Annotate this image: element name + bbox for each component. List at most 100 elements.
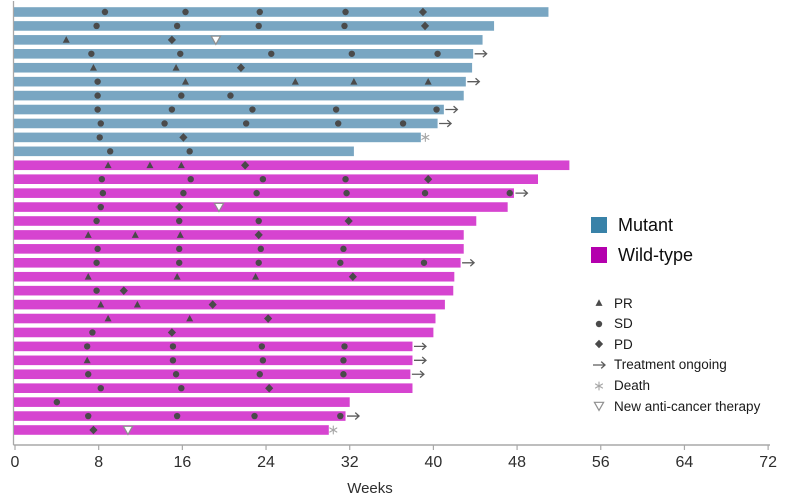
sd-circle-icon (340, 245, 347, 253)
sd-circle-icon (337, 259, 344, 266)
sd-circle-icon (173, 412, 181, 420)
swimmer-bar-wildtype-23 (14, 313, 436, 324)
pd-diamond-icon (208, 300, 217, 309)
x-axis-tick-label: 32 (341, 454, 359, 471)
pr-triangle-icon (177, 161, 185, 169)
swimmer-bar-mutant-11 (14, 146, 354, 157)
death-legend-icon (594, 381, 604, 391)
treatment-ongoing-arrow-icon (413, 356, 427, 365)
sd-circle-icon (176, 245, 183, 253)
x-axis-tick-label: 8 (94, 454, 103, 471)
marker-legend-item-sd: SD (585, 314, 790, 335)
sd-circle-icon (434, 50, 441, 57)
sd-circle-icon (506, 189, 513, 197)
sd-circle-icon (180, 189, 187, 197)
legend-item-mutant: Mutant (585, 210, 790, 240)
pr-triangle-icon (97, 300, 105, 308)
pr-triangle-icon (350, 77, 358, 85)
group-legend: Mutant Wild-type (585, 210, 790, 270)
sd-circle-icon (89, 329, 96, 336)
pr-triangle-icon (89, 64, 97, 71)
swimmer-bar-mutant-6 (14, 76, 466, 87)
pd-diamond-icon (167, 35, 176, 45)
sd-circle-icon (249, 106, 256, 113)
sd-circle-icon (421, 189, 429, 197)
swimmer-bar-wildtype-28 (14, 383, 413, 393)
sd-circle-icon (342, 8, 349, 16)
treatment-ongoing-arrow-icon (593, 361, 606, 369)
pd-diamond-icon (89, 425, 98, 435)
x-axis-tick-label: 40 (425, 454, 443, 471)
sd-circle-icon (97, 384, 104, 392)
x-axis-tick-label: 16 (173, 454, 191, 471)
sd-circle-icon (337, 412, 344, 420)
swimmer-bar-wildtype-24 (14, 327, 434, 338)
x-axis-tick-label: 56 (592, 454, 610, 471)
legend-label: Mutant (618, 215, 674, 235)
swimmer-bar-mutant-3 (14, 35, 483, 45)
pd-diamond-icon (119, 286, 128, 295)
pd-diamond-icon (420, 21, 430, 31)
marker-legend-item-pr: PR (585, 293, 790, 314)
treatment-ongoing-arrow-icon (413, 342, 427, 351)
swimmer-bar-wildtype-29 (14, 397, 350, 407)
x-axis-tick-label: 0 (11, 454, 20, 471)
sd-circle-icon (94, 78, 101, 85)
sd-circle-icon (343, 189, 350, 197)
sd-circle-icon (348, 50, 356, 57)
swimmer-bar-wildtype-22 (14, 299, 445, 310)
sd-circle-icon (342, 175, 349, 183)
pd-diamond-icon (594, 340, 604, 349)
pd-diamond-icon (265, 383, 274, 393)
swimmer-bar-mutant-4 (14, 48, 474, 59)
new-therapy-triangle-icon (593, 401, 605, 412)
pr-triangle-icon (131, 231, 139, 238)
pr-triangle-icon (62, 36, 70, 43)
death-asterisk-icon (421, 132, 430, 142)
swimmer-bar-mutant-10 (14, 132, 421, 143)
sd-circle-icon (168, 106, 176, 113)
pr-triangle-icon (104, 161, 112, 169)
sd-circle-icon (242, 120, 250, 127)
treatment-ongoing-arrow-icon (347, 412, 361, 420)
x-axis-tick-label: 72 (759, 454, 777, 471)
sd-circle-icon (97, 120, 104, 127)
sd-circle-icon (332, 106, 340, 113)
marker-legend-label: Treatment ongoing (614, 357, 727, 373)
treatment-ongoing-arrow-icon (515, 189, 529, 198)
legend-swatch-icon (591, 247, 607, 263)
legend-item-wildtype: Wild-type (585, 240, 790, 270)
pd-diamond-icon (424, 174, 433, 184)
sd-circle-icon (93, 287, 100, 294)
sd-circle-icon (187, 175, 194, 183)
treatment-ongoing-arrow-icon (467, 77, 481, 86)
swimmer-bar-mutant-2 (14, 21, 495, 31)
sd-circle-icon (255, 22, 262, 30)
sd-circle-icon (93, 22, 100, 30)
pr-triangle-icon (595, 299, 603, 307)
swimmer-bar-wildtype-21 (14, 285, 454, 296)
pd-diamond-icon (236, 63, 246, 73)
pr-triangle-icon (84, 231, 92, 238)
marker-legend-label: Death (614, 377, 651, 393)
treatment-ongoing-arrow-icon (445, 105, 459, 114)
marker-legend-item-pd: PD (585, 334, 790, 355)
sd-circle-icon (94, 92, 101, 99)
pr-triangle-icon (83, 356, 91, 364)
sd-circle-icon (178, 92, 185, 99)
sd-circle-icon (96, 134, 103, 141)
sd-circle-icon (399, 120, 407, 127)
sd-circle-icon (177, 50, 184, 57)
x-axis-tick-label: 64 (676, 454, 694, 471)
pd-diamond-icon (418, 7, 428, 17)
marker-legend-item-death: Death (585, 375, 790, 396)
swimmer-bar-wildtype-26 (14, 355, 413, 366)
sd-circle-icon (255, 217, 262, 225)
sd-circle-icon (169, 343, 177, 350)
pd-legend-icon (594, 340, 604, 349)
pd-diamond-icon (175, 202, 184, 212)
pd-diamond-icon (264, 314, 273, 323)
sd-legend-icon (595, 320, 603, 328)
treatment-ongoing-arrow-icon (462, 258, 476, 267)
